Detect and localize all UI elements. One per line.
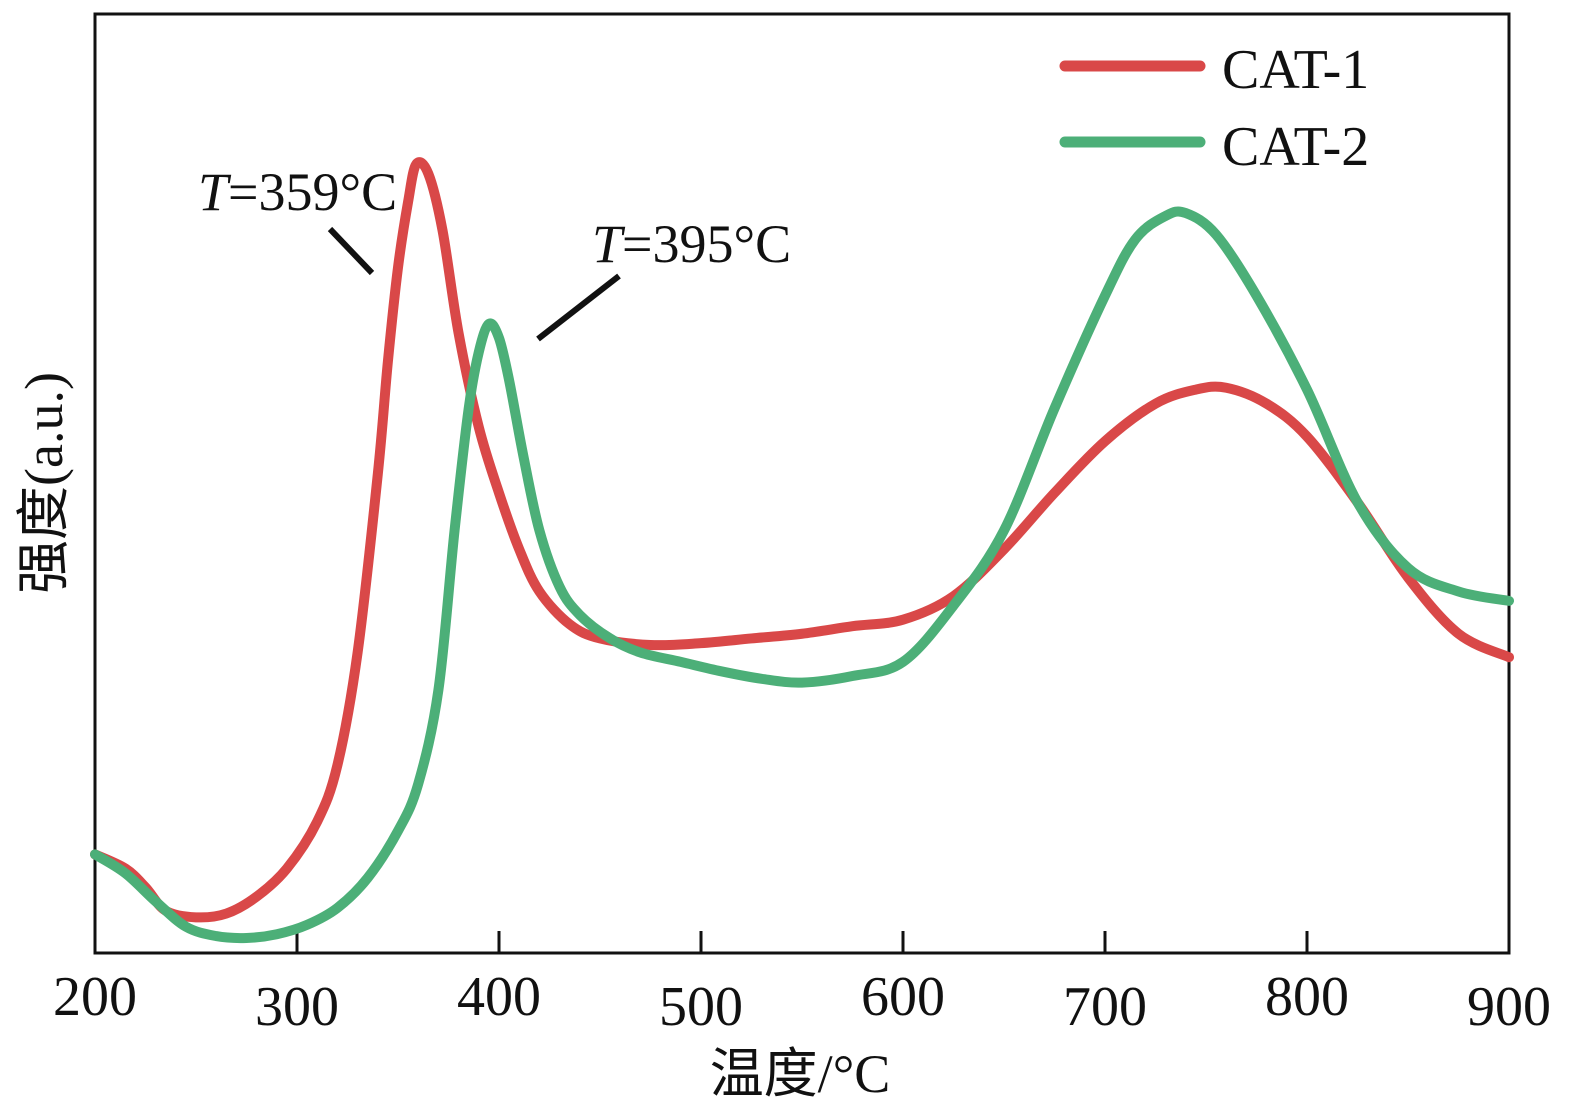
legend-label-cat-2: CAT-2 — [1222, 116, 1369, 178]
annotation-peak-cat-1: T=359°C — [198, 162, 397, 276]
series-line-cat-1 — [90, 157, 1514, 923]
x-tick-label-300: 300 — [255, 976, 339, 1038]
annotation-pointer-cat-2 — [536, 273, 621, 342]
plot-frame — [93, 12, 1511, 955]
annotation-pointer-cat-1 — [327, 226, 375, 276]
annotation-peak-cat-2: T=395°C — [536, 214, 791, 342]
annotation-label-cat-1: T=359°C — [198, 162, 397, 222]
annotation-label-cat-2: T=395°C — [592, 214, 791, 274]
x-tick-label-400: 400 — [457, 966, 541, 1028]
x-tick-label-600: 600 — [861, 966, 945, 1028]
x-axis-tick-labels: 200 300 400 500 600 700 800 900 — [53, 966, 1551, 1038]
series-line-cat-2 — [90, 206, 1514, 944]
series-layer — [90, 157, 1514, 944]
y-axis-title: 强度(a.u.) — [14, 372, 74, 594]
x-tick-label-500: 500 — [659, 976, 743, 1038]
x-tick-label-200: 200 — [53, 966, 137, 1028]
x-axis-ticks — [93, 931, 1511, 953]
legend: CAT-1 CAT-2 — [1059, 39, 1369, 178]
x-axis-title: 温度/°C — [710, 1044, 891, 1104]
x-tick-label-900: 900 — [1467, 976, 1551, 1038]
x-tick-label-700: 700 — [1063, 976, 1147, 1038]
legend-label-cat-1: CAT-1 — [1222, 39, 1369, 101]
x-tick-label-800: 800 — [1265, 966, 1349, 1028]
